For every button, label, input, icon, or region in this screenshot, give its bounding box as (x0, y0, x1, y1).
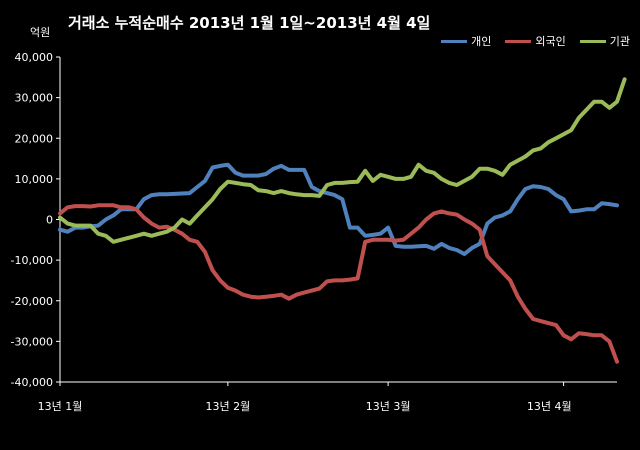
y-axis-ticks: 40,000 30,000 20,000 10,000 0 -10,000 -20,000 -… (11, 51, 60, 389)
y-tick-label: 40,000 (15, 51, 54, 64)
chart-title: 거래소 누적순매수 2013년 1월 1일~2013년 4월 4일 (68, 14, 431, 32)
legend-item-institution: 기관 (579, 33, 630, 49)
series-line-foreign (58, 203, 619, 364)
x-axis-ticks: 13년 1월 13년 2월 13년 3월 13년 4월 (38, 382, 572, 413)
y-tick-label: -40,000 (11, 376, 53, 389)
y-axis-unit-label: 억원 (30, 26, 51, 39)
y-tick-label: 10,000 (15, 173, 54, 186)
series-line-retail (58, 162, 619, 256)
y-tick-label: -10,000 (11, 254, 53, 267)
legend-item-retail: 개인 (441, 33, 491, 49)
legend-swatch-retail (441, 39, 468, 43)
x-tick-label: 13년 1월 (38, 400, 83, 413)
legend-item-foreign: 외국인 (505, 33, 566, 49)
legend-label-institution: 기관 (609, 35, 630, 48)
y-tick-label: 20,000 (15, 132, 54, 145)
y-tick-label: -30,000 (11, 335, 53, 348)
y-tick-label: 30,000 (15, 92, 54, 105)
x-tick-label: 13년 3월 (366, 400, 411, 413)
y-tick-label: 0 (46, 214, 53, 227)
series-lines (58, 77, 627, 364)
x-tick-label: 13년 4월 (527, 400, 572, 413)
legend-swatch-foreign (505, 39, 532, 43)
series-line-institution (58, 77, 627, 244)
legend-swatch-institution (579, 39, 606, 43)
legend-label-foreign: 외국인 (535, 35, 566, 48)
chart-legend: 개인 외국인 기관 (441, 33, 630, 49)
legend-label-retail: 개인 (471, 35, 492, 48)
y-tick-label: -20,000 (11, 295, 53, 308)
x-tick-label: 13년 2월 (205, 400, 250, 413)
